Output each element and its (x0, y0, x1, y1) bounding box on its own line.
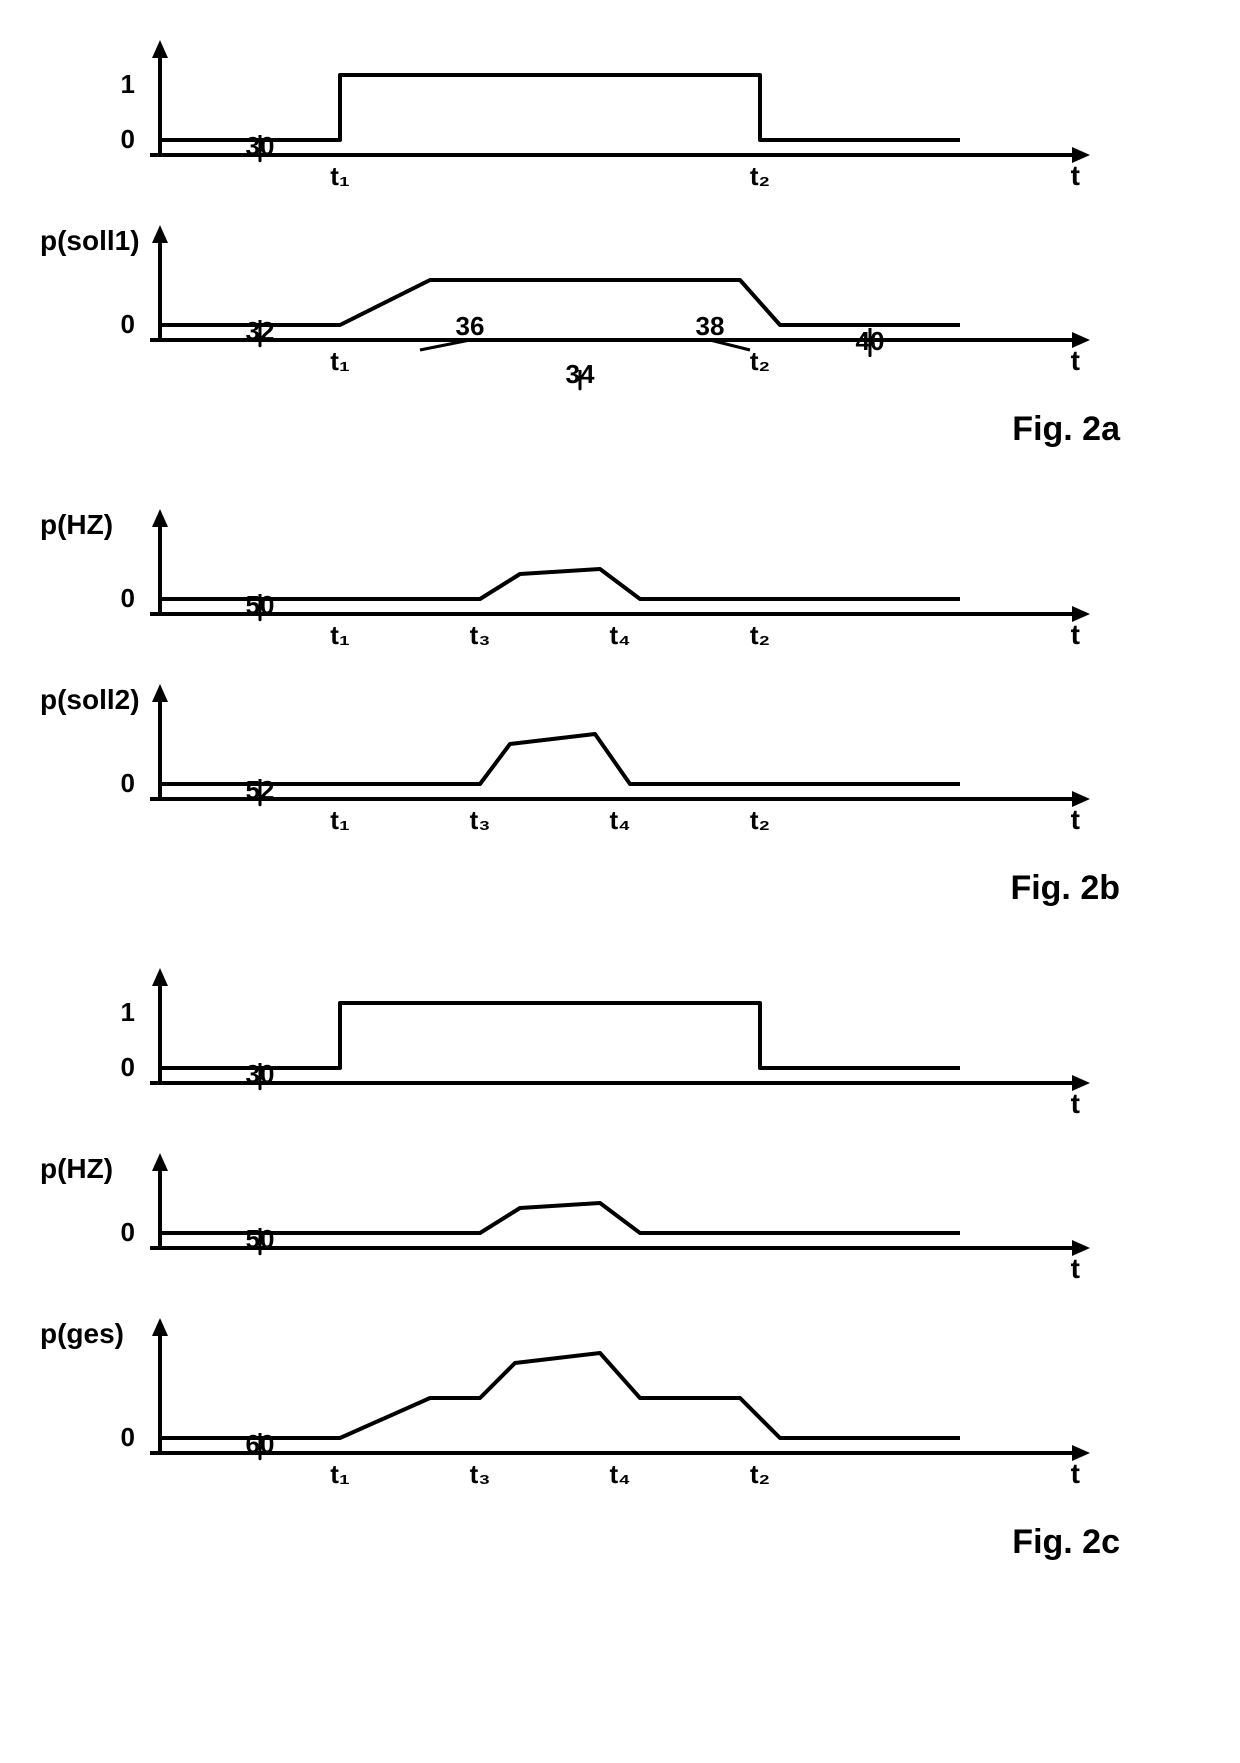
x-tick-label: t₁ (330, 161, 349, 191)
timing-chart: p(HZ) 0 t₁ t₃ t₄ t₂ t 50 (40, 509, 1100, 669)
callout-label: 30 (246, 131, 275, 161)
chart-wrapper: p(soll2) 0 t₁ t₃ t₄ t₂ t 52 (40, 684, 1200, 859)
x-axis-label: t (1071, 345, 1080, 376)
y-axis-arrow (152, 684, 168, 702)
y-axis-label: p(HZ) (40, 509, 113, 540)
callout-label: 50 (246, 1224, 275, 1254)
chart-wrapper: 0 1 t 30 (40, 968, 1200, 1143)
signal-trace (160, 1203, 960, 1233)
y-axis-label: p(soll2) (40, 684, 140, 715)
y-tick-label: 0 (121, 1052, 135, 1082)
x-tick-label: t₁ (330, 1459, 349, 1489)
x-tick-label: t₂ (750, 620, 770, 650)
x-tick-label: t₄ (609, 1459, 630, 1489)
y-axis-arrow (152, 40, 168, 58)
timing-chart: p(soll1) 0 t₁ t₂ t 32 34 36 38 40 (40, 225, 1100, 395)
callout-label: 50 (246, 590, 275, 620)
y-tick-label: 0 (121, 583, 135, 613)
x-tick-label: t₁ (330, 805, 349, 835)
x-axis-label: t (1071, 1253, 1080, 1284)
timing-chart: p(soll2) 0 t₁ t₃ t₄ t₂ t 52 (40, 684, 1100, 854)
figure-label: Fig. 2a (40, 410, 1200, 449)
y-tick-label: 1 (121, 997, 135, 1027)
callout-label: 60 (246, 1429, 275, 1459)
x-tick-label: t₃ (470, 620, 491, 650)
x-tick-label: t₄ (609, 620, 630, 650)
signal-trace (160, 1353, 960, 1438)
figure-group: 0 1 t 30 p(HZ) 0 t 50 p(ges) 0 t₁ t₃ t₄ t₂ t 60 Fig. 2c (40, 968, 1200, 1562)
x-axis-label: t (1071, 619, 1080, 650)
y-axis-arrow (152, 1153, 168, 1171)
x-tick-label: t₁ (330, 620, 349, 650)
figure-label: Fig. 2b (40, 869, 1200, 908)
y-axis-label: p(soll1) (40, 225, 140, 256)
callout-label: 40 (856, 326, 885, 356)
y-axis-arrow (152, 1318, 168, 1336)
x-tick-label: t₄ (609, 805, 630, 835)
x-tick-label: t₂ (750, 346, 770, 376)
callout-label: 36 (456, 311, 485, 341)
timing-chart: 0 1 t₁ t₂ t 30 (40, 40, 1100, 210)
signal-trace (160, 75, 960, 140)
chart-wrapper: p(ges) 0 t₁ t₃ t₄ t₂ t 60 (40, 1318, 1200, 1513)
chart-wrapper: p(HZ) 0 t₁ t₃ t₄ t₂ t 50 (40, 509, 1200, 674)
x-tick-label: t₂ (750, 1459, 770, 1489)
callout-label: 32 (246, 316, 275, 346)
timing-chart: p(HZ) 0 t 50 (40, 1153, 1100, 1303)
figure-label: Fig. 2c (40, 1523, 1200, 1562)
callout-label: 38 (696, 311, 725, 341)
y-tick-label: 1 (121, 69, 135, 99)
y-tick-label: 0 (121, 1422, 135, 1452)
chart-wrapper: p(HZ) 0 t 50 (40, 1153, 1200, 1308)
figure-group: 0 1 t₁ t₂ t 30 p(soll1) 0 t₁ t₂ t 32 34 36 38 40 Fig. 2a (40, 40, 1200, 449)
x-axis-label: t (1071, 1088, 1080, 1119)
callout-label: 34 (566, 359, 595, 389)
y-axis-label: p(HZ) (40, 1153, 113, 1184)
y-tick-label: 0 (121, 124, 135, 154)
y-axis-arrow (152, 968, 168, 986)
figure-group: p(HZ) 0 t₁ t₃ t₄ t₂ t 50 p(soll2) 0 t₁ t₃ t₄ t₂ t 52 Fig… (40, 509, 1200, 908)
x-axis-label: t (1071, 160, 1080, 191)
signal-trace (160, 280, 960, 325)
chart-wrapper: 0 1 t₁ t₂ t 30 (40, 40, 1200, 215)
signal-trace (160, 734, 960, 784)
callout-label: 52 (246, 775, 275, 805)
x-axis-label: t (1071, 804, 1080, 835)
x-tick-label: t₂ (750, 805, 770, 835)
x-tick-label: t₂ (750, 161, 770, 191)
timing-chart: 0 1 t 30 (40, 968, 1100, 1138)
x-tick-label: t₁ (330, 346, 349, 376)
y-tick-label: 0 (121, 768, 135, 798)
chart-wrapper: p(soll1) 0 t₁ t₂ t 32 34 36 38 40 (40, 225, 1200, 400)
x-tick-label: t₃ (470, 1459, 491, 1489)
signal-trace (160, 569, 960, 599)
y-tick-label: 0 (121, 309, 135, 339)
signal-trace (160, 1003, 960, 1068)
y-axis-label: p(ges) (40, 1318, 124, 1349)
y-tick-label: 0 (121, 1217, 135, 1247)
callout-label: 30 (246, 1059, 275, 1089)
x-tick-label: t₃ (470, 805, 491, 835)
y-axis-arrow (152, 225, 168, 243)
timing-chart: p(ges) 0 t₁ t₃ t₄ t₂ t 60 (40, 1318, 1100, 1508)
y-axis-arrow (152, 509, 168, 527)
x-axis-label: t (1071, 1458, 1080, 1489)
